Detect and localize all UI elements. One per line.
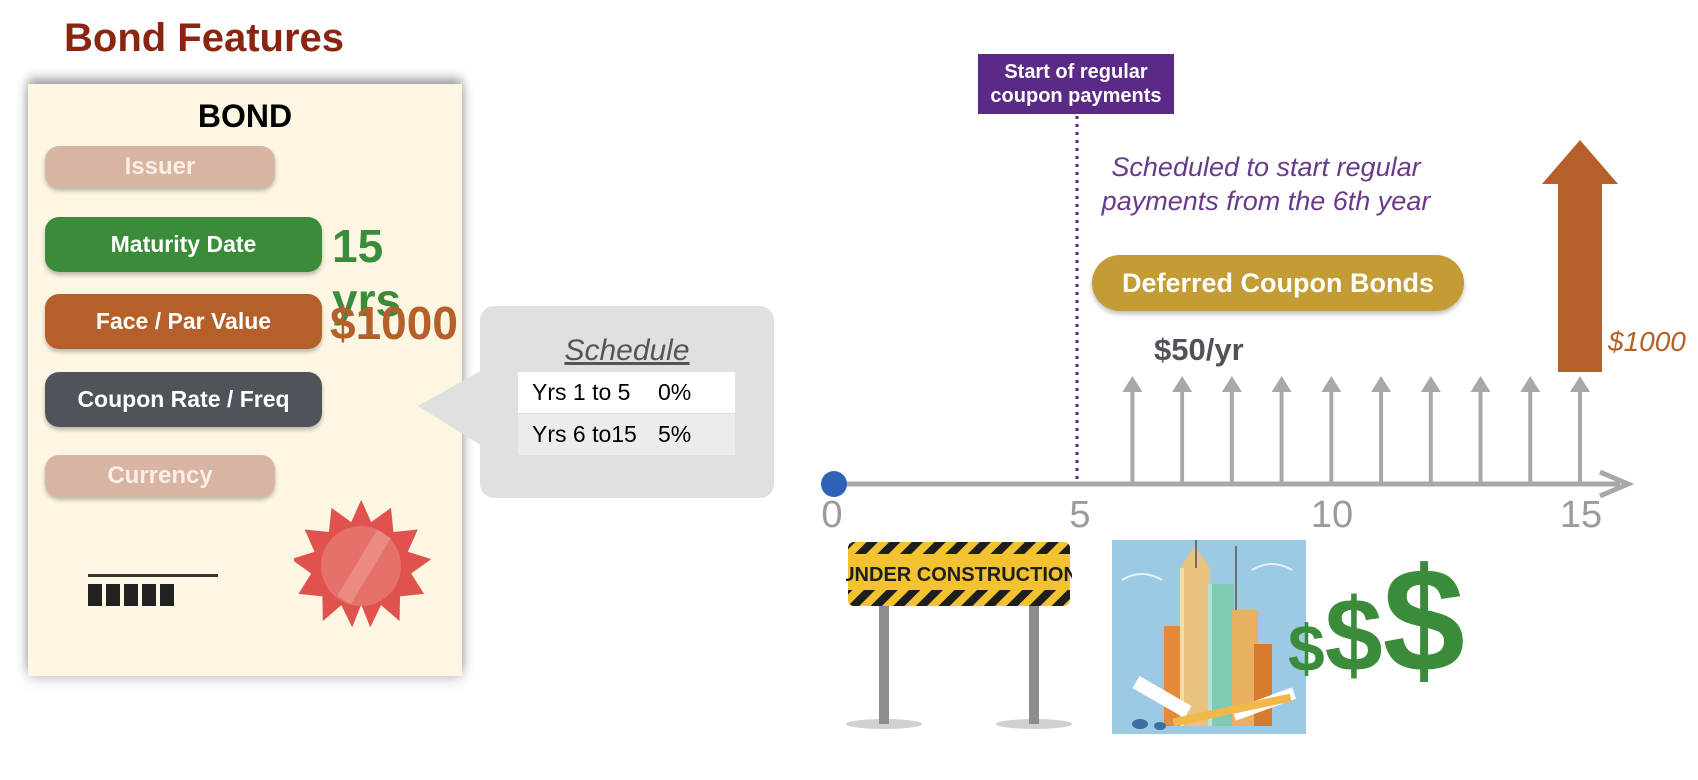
dollar-medium-icon: $ [1324,578,1383,694]
coupon-arrows [1122,376,1590,484]
face-value-label: $1000 [1608,326,1686,357]
axis-arrow-icon [1599,469,1635,499]
coupon-arrow-head [1321,376,1342,392]
dollar-small-icon: $ [1288,611,1325,685]
tick-label: 15 [1559,494,1603,536]
deferred-coupon-badge: Deferred Coupon Bonds [1092,255,1464,311]
under-construction-icon: UNDER CONSTRUCTION [846,542,1072,729]
tick-label: 5 [1069,494,1091,536]
page-title: Bond Features [64,16,345,60]
coupon-arrow-head [1470,376,1491,392]
coupon-arrow-head [1520,376,1541,392]
coupon-arrow-head [1172,376,1193,392]
currency-pill: Currency [45,455,275,497]
barcode-block [124,584,138,606]
coupon-arrow-head [1271,376,1292,392]
tick-label: 10 [1310,494,1354,536]
bond-title: BOND [197,98,293,134]
issuer-pill: Issuer [45,146,275,188]
coupon-start-label: Start of regular coupon payments [978,54,1174,114]
seal-icon [294,499,432,628]
sign-text: UNDER CONSTRUCTION [846,564,1072,586]
schedule-row: Yrs 6 to15 5% [518,414,735,455]
face-value: $1000 [330,297,458,349]
maturity-date-pill: Maturity Date [45,217,322,272]
schedule-years: Yrs 1 to 5 [532,379,631,405]
coupon-arrow-head [1122,376,1143,392]
money-signs: $$$ [1288,536,1465,706]
coupon-arrow-head [1371,376,1392,392]
coupon-arrow-head [1420,376,1441,392]
tick-label: 0 [821,494,843,536]
origin-dot [821,471,847,497]
barcode-block [160,584,174,606]
schedule-rate: 5% [658,421,692,447]
signature-line [88,574,218,577]
schedule-rate: 0% [658,379,692,405]
dollar-large-icon: $ [1382,538,1465,703]
coupon-rate-pill: Coupon Rate / Freq [45,372,322,427]
barcode-block [106,584,120,606]
schedule-title: Schedule [564,334,690,367]
face-value-arrow [1542,140,1618,372]
bond-certificate: BOND Issuer Maturity Date 15 yrs Face / … [28,84,462,676]
schedule-years: Yrs 6 to15 [532,421,637,447]
schedule-note: Scheduled to start regular payments from… [1101,152,1431,216]
coupon-amount-label: $50/yr [1154,332,1244,367]
barcode-block [88,584,102,606]
schedule-row: Yrs 1 to 5 0% [518,372,735,413]
callout-pointer [418,370,482,446]
barcode-block [142,584,156,606]
face-value-pill: Face / Par Value [45,294,322,349]
coupon-arrow-head [1221,376,1242,392]
maturity-value: 15 yrs [332,220,402,326]
schedule-callout: Schedule Yrs 1 to 5 0% Yrs 6 to15 5% [480,306,774,498]
city-buildings-icon [1112,540,1306,734]
coupon-arrow-head [1570,376,1590,392]
